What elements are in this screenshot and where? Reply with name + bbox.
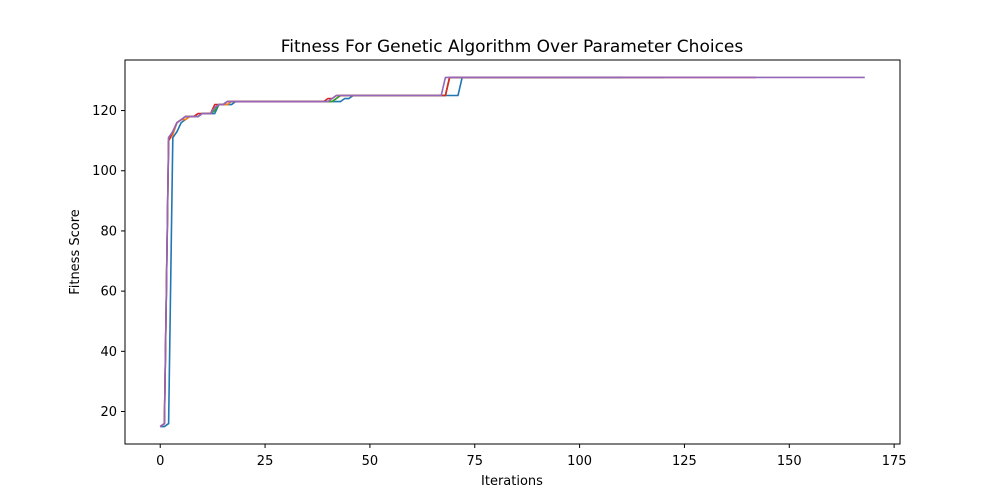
x-tick-label: 125 bbox=[672, 454, 697, 469]
x-tick-label: 0 bbox=[156, 454, 164, 469]
x-axis-label: Iterations bbox=[481, 474, 543, 489]
x-tick-label: 25 bbox=[257, 454, 274, 469]
y-axis-label: Fitness Score bbox=[68, 209, 83, 295]
y-tick-label: 40 bbox=[100, 345, 117, 360]
plot-lines bbox=[159, 76, 865, 428]
series-line-5 bbox=[159, 76, 865, 428]
x-tick-label: 75 bbox=[466, 454, 483, 469]
chart-title: Fitness For Genetic Algorithm Over Param… bbox=[281, 37, 744, 57]
x-axis-ticks: 0 25 50 75 100 125 150 175 bbox=[156, 444, 907, 469]
x-tick-label: 100 bbox=[567, 454, 592, 469]
y-tick-label: 60 bbox=[100, 285, 117, 300]
y-tick-label: 80 bbox=[100, 224, 117, 239]
y-tick-label: 20 bbox=[100, 405, 117, 420]
y-tick-label: 120 bbox=[92, 104, 117, 119]
x-tick-label: 50 bbox=[362, 454, 379, 469]
y-tick-label: 100 bbox=[92, 164, 117, 179]
x-tick-label: 175 bbox=[882, 454, 907, 469]
x-tick-label: 150 bbox=[777, 454, 802, 469]
plot-area-frame bbox=[124, 59, 901, 445]
y-axis-ticks: 20 40 60 80 100 120 bbox=[92, 104, 125, 420]
